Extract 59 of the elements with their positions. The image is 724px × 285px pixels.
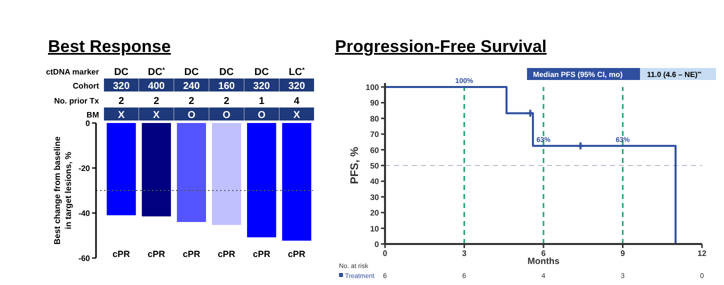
text: No. prior Tx <box>54 96 100 106</box>
y-tick-label: 0 <box>374 240 380 249</box>
text: 320 <box>253 81 270 92</box>
text: X <box>118 110 125 121</box>
text: 240 <box>183 81 200 92</box>
y-tick-label: -60 <box>78 254 91 263</box>
text: 160 <box>218 81 236 92</box>
text: O <box>222 110 231 121</box>
text: X <box>293 110 300 121</box>
text: 320 <box>112 81 130 92</box>
text: 400 <box>148 81 166 92</box>
text: DC <box>254 67 269 78</box>
text: DC <box>219 67 234 78</box>
x-tick-label: cPR <box>218 249 236 259</box>
y-tick-label: 80 <box>370 114 380 124</box>
y-tick-label: -40 <box>78 209 91 218</box>
text: BM <box>86 110 100 120</box>
x-axis-title: Months <box>528 256 560 266</box>
y-tick-label: 90 <box>370 98 380 108</box>
y-tick-label: -20 <box>78 164 91 173</box>
x-tick-label: 12 <box>698 249 707 258</box>
y-tick-label: 40 <box>370 177 380 186</box>
text: X <box>153 110 160 121</box>
text: Cohort <box>72 82 100 90</box>
x-tick-label: 3 <box>462 249 468 258</box>
text: 2 <box>118 96 125 107</box>
text: 1 <box>258 96 265 107</box>
text: 2 <box>154 96 160 107</box>
text: ctDNA marker <box>46 68 99 76</box>
x-tick-label: 9 <box>620 249 626 258</box>
text: DC$^{*}$ <box>148 66 166 78</box>
chart-title: Progression-Free Survival <box>335 37 547 56</box>
y-tick-label: 60 <box>370 146 380 155</box>
text: DC <box>114 67 129 78</box>
x-tick-label: 0 <box>382 249 388 258</box>
y-tick-label: 0 <box>86 119 91 128</box>
y-tick-label: 70 <box>370 130 380 140</box>
text: 320 <box>288 81 306 92</box>
x-tick-label: cPR <box>148 249 166 259</box>
x-tick-label: cPR <box>182 249 201 259</box>
y-axis-title: PFS, % <box>349 146 361 184</box>
y-tick-label: 20 <box>370 208 380 218</box>
y-tick-label: 100 <box>366 83 380 92</box>
y-axis-title: Best change from baseline in target lesions, % <box>52 136 73 245</box>
x-tick-label: 6 <box>541 249 546 258</box>
text: 2 <box>188 96 195 107</box>
y-tick-label: 30 <box>370 192 380 202</box>
text: 2 <box>224 96 230 107</box>
x-tick-label: cPR <box>252 249 271 259</box>
text: DC <box>184 67 199 78</box>
y-tick-label: 50 <box>370 162 380 170</box>
y-tick-label: 10 <box>370 224 380 234</box>
text: 4 <box>294 96 300 107</box>
chart-title: Best Response <box>48 37 171 56</box>
text: O <box>258 110 266 121</box>
text: O <box>188 110 196 121</box>
x-tick-label: cPR <box>112 249 131 259</box>
text: LC$^{*}$ <box>288 66 306 78</box>
x-tick-label: cPR <box>288 249 306 259</box>
